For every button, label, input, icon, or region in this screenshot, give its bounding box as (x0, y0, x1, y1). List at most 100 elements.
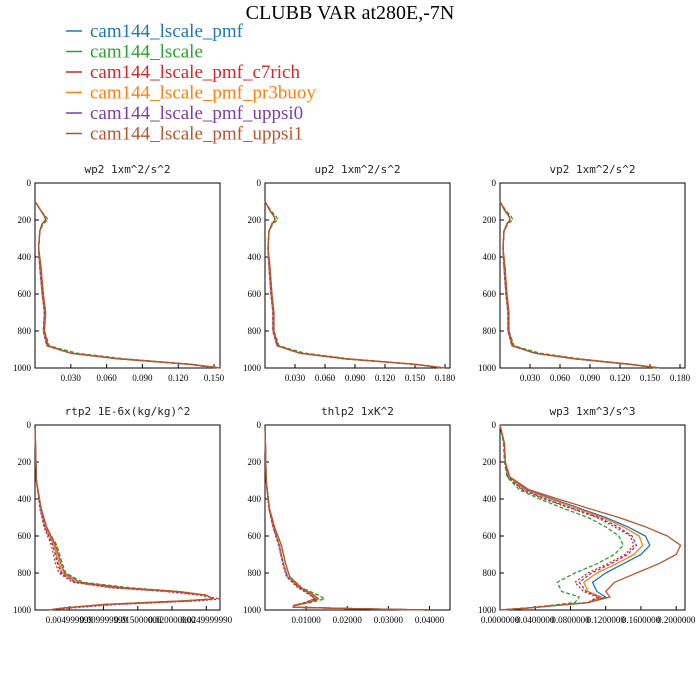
plot-frame (499, 182, 686, 369)
x-tick-label: 0.04000 (415, 615, 445, 625)
panel-title: thlp2 1xK^2 (321, 405, 394, 418)
series-line (499, 201, 661, 369)
series-line (264, 201, 441, 369)
series-line (34, 424, 214, 611)
y-tick-label: 1000 (478, 605, 497, 615)
series-line (499, 424, 644, 611)
figure-title: CLUBB VAR at280E,-7N (246, 2, 455, 24)
series-line (34, 201, 221, 369)
x-tick-label: 0.150 (204, 373, 225, 383)
y-tick-label: 0 (27, 420, 32, 430)
panel-title: rtp2 1E-6x(kg/kg)^2 (65, 405, 191, 418)
x-tick-label: 0.060 (315, 373, 336, 383)
x-tick-label: 0.03000 (374, 615, 404, 625)
y-tick-label: 1000 (243, 363, 262, 373)
y-tick-label: 800 (483, 326, 497, 336)
series-line (264, 424, 430, 611)
x-tick-label: 0.150 (640, 373, 661, 383)
y-tick-label: 800 (483, 568, 497, 578)
series-line (264, 201, 446, 369)
x-tick-label: 0.0249999990 (180, 615, 232, 625)
x-tick-label: 0.090 (580, 373, 601, 383)
x-tick-label: 0.0400000 (516, 615, 555, 625)
series-line (34, 424, 214, 611)
y-tick-label: 200 (483, 457, 497, 467)
y-tick-label: 0 (492, 178, 497, 188)
y-tick-label: 800 (18, 568, 32, 578)
chart-panel: thlp2 1xK^2 0 200 400 600 800 1000 0.01000 0.020… (243, 405, 451, 625)
y-tick-label: 0 (27, 178, 32, 188)
series-line (499, 424, 624, 611)
series-line (499, 424, 651, 611)
legend: cam144_lscale_pmfcam144_lscalecam144_lsc… (66, 21, 316, 145)
x-tick-label: 0.004999999 (46, 615, 94, 625)
x-tick-label: 0.030 (285, 373, 306, 383)
y-tick-label: 600 (248, 289, 262, 299)
legend-label: cam144_lscale_pmf_pr3buoy (90, 83, 316, 104)
series-line (264, 424, 430, 611)
y-tick-label: 400 (483, 252, 497, 262)
x-tick-label: 0.180 (670, 373, 691, 383)
x-tick-label: 0.2000000 (657, 615, 696, 625)
series-line (264, 201, 446, 369)
x-tick-label: 0.120 (610, 373, 631, 383)
series-line (264, 424, 430, 611)
series-line (499, 201, 661, 369)
x-tick-label: 0.1600000 (622, 615, 661, 625)
series-line (264, 201, 446, 369)
y-tick-label: 200 (248, 215, 262, 225)
series-line (34, 201, 221, 369)
series-line (34, 201, 215, 369)
x-tick-label: 0.0000000 (481, 615, 520, 625)
series-line (264, 424, 430, 611)
x-tick-label: 0.015000000 (114, 615, 162, 625)
x-tick-label: 0.180 (435, 373, 456, 383)
x-tick-label: 0.030 (61, 373, 82, 383)
y-tick-label: 400 (248, 252, 262, 262)
chart-panel: up2 1xm^2/s^2 0 200 400 600 800 1000 0.030 0.060… (243, 163, 456, 383)
series-line (34, 201, 221, 369)
plot-frame (34, 424, 221, 611)
legend-label: cam144_lscale_pmf_c7rich (90, 62, 300, 83)
y-tick-label: 200 (483, 215, 497, 225)
series-line (34, 424, 221, 611)
series-line (34, 424, 214, 611)
series-line (264, 201, 446, 369)
series-line (499, 201, 656, 369)
y-tick-label: 1000 (13, 605, 32, 615)
series-line (264, 424, 430, 611)
y-tick-label: 0 (257, 420, 262, 430)
series-line (34, 201, 221, 369)
chart-panel: rtp2 1E-6x(kg/kg)^2 0 200 400 600 800 1000 0.00… (13, 405, 233, 625)
y-tick-label: 600 (18, 531, 32, 541)
series-line (34, 424, 214, 611)
y-tick-label: 600 (483, 531, 497, 541)
y-tick-label: 1000 (478, 363, 497, 373)
series-line (499, 201, 661, 369)
chart-panel: wp3 1xm^3/s^3020040060080010000.00000000… (478, 405, 696, 625)
series-line (34, 201, 221, 369)
y-tick-label: 600 (483, 289, 497, 299)
legend-label: cam144_lscale_pmf (90, 21, 244, 42)
x-tick-label: 0.120 (375, 373, 396, 383)
y-tick-label: 800 (18, 326, 32, 336)
plot-frame (499, 424, 686, 611)
y-tick-label: 800 (248, 568, 262, 578)
y-tick-label: 0 (257, 178, 262, 188)
x-tick-label: 0.090 (132, 373, 153, 383)
x-tick-label: 0.020000000 (148, 615, 196, 625)
y-tick-label: 0 (492, 420, 497, 430)
y-tick-label: 400 (483, 494, 497, 504)
legend-label: cam144_lscale_pmf_uppsi0 (90, 103, 303, 124)
y-tick-label: 400 (248, 494, 262, 504)
x-tick-label: 0.060 (550, 373, 571, 383)
y-tick-label: 400 (18, 252, 32, 262)
plot-frame (34, 182, 221, 369)
series-line (499, 201, 661, 369)
y-tick-label: 200 (248, 457, 262, 467)
y-tick-label: 800 (248, 326, 262, 336)
series-line (264, 424, 430, 611)
y-tick-label: 400 (18, 494, 32, 504)
x-tick-label: 0.02000 (333, 615, 363, 625)
